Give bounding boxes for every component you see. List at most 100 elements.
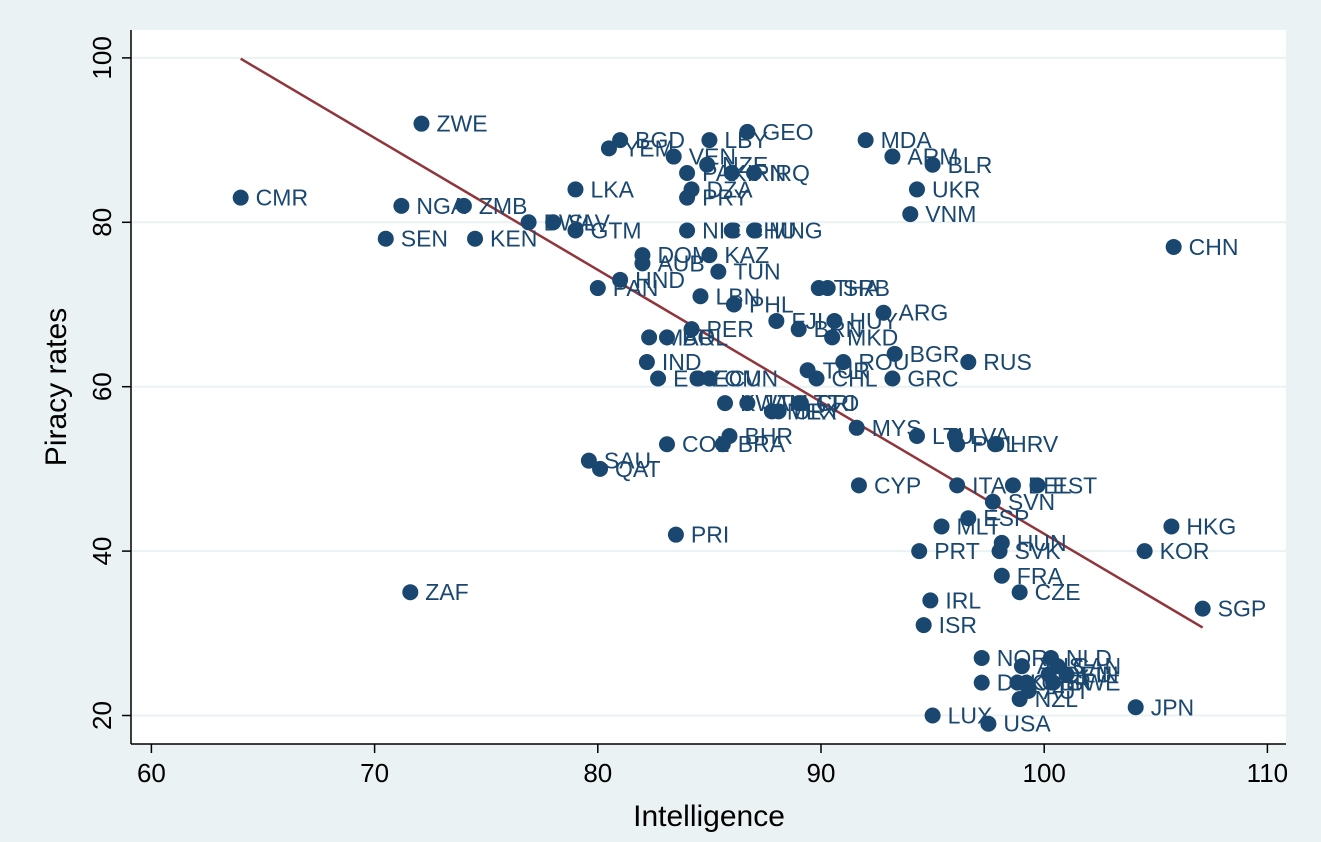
point-label-irq: IRQ (769, 160, 810, 186)
x-tick-label-70: 70 (360, 758, 389, 788)
point-label-cri: CRI (816, 390, 856, 416)
fit-line-group (240, 57, 1204, 629)
point-pak (679, 164, 696, 181)
point-label-slv: SLV (568, 209, 610, 235)
point-label-usa: USA (1003, 711, 1051, 737)
point-geo (739, 123, 756, 140)
point-aus (1013, 658, 1030, 675)
point-cri (792, 395, 809, 412)
point-label-pri: PRI (691, 522, 729, 548)
point-irl (922, 592, 939, 609)
point-label-lka: LKA (590, 176, 634, 202)
point-label-nga: NGA (416, 193, 467, 219)
y-axis-title: Piracy rates (40, 308, 73, 466)
point-label-pry: PRY (702, 185, 749, 211)
x-axis-title: Intelligence (633, 800, 785, 833)
point-bwa (520, 214, 537, 231)
point-lux (924, 707, 941, 724)
point-esp (960, 510, 977, 527)
point-label-ury: URY (794, 398, 842, 424)
point-label-prt: PRT (934, 538, 980, 564)
y-tick-label-60: 60 (87, 372, 117, 401)
y-tick-label-40: 40 (87, 537, 117, 566)
gridlines (131, 56, 1286, 717)
point-pol (949, 436, 966, 453)
point-qat (592, 460, 609, 477)
point-grc (884, 370, 901, 387)
point-label-fji: FJI (791, 308, 823, 334)
point-brn (790, 321, 807, 338)
point-kwt (717, 395, 734, 412)
point-label-mda: MDA (881, 127, 933, 153)
point-egy (650, 370, 667, 387)
point-nze (699, 156, 716, 173)
point-ltu (908, 428, 925, 445)
point-omn (701, 370, 718, 387)
x-tick-label-80: 80 (583, 758, 612, 788)
point-label-kor: KOR (1160, 538, 1210, 564)
point-label-bhr: BHR (744, 423, 793, 449)
point-label-bra: BRA (738, 431, 786, 457)
point-label-hun: HUN (1017, 530, 1067, 556)
point-fin (1058, 666, 1075, 683)
point-kor (1136, 543, 1153, 560)
point-hrv (987, 436, 1004, 453)
point-label-tur: TUR (823, 357, 870, 383)
point-label-brn: BRN (814, 316, 863, 342)
point-ukr (908, 181, 925, 198)
point-jam (739, 395, 756, 412)
point-bel (1004, 477, 1021, 494)
point-label-arg: ARG (898, 300, 948, 326)
point-label-bgr: BGR (910, 341, 960, 367)
point-label-rus: RUS (983, 349, 1032, 375)
point-label-cze: CZE (1035, 579, 1081, 605)
point-mkd (824, 329, 841, 346)
point-label-blr: BLR (948, 152, 993, 178)
point-label-esp: ESP (983, 505, 1029, 531)
point-isr (915, 617, 932, 634)
point-chu (723, 222, 740, 239)
point-label-egy: EGY (673, 365, 722, 391)
point-cmr (232, 189, 249, 206)
point-label-chu: CHU (747, 218, 797, 244)
point-label-ind: IND (662, 349, 702, 375)
point-label-vnm: VNM (925, 201, 976, 227)
point-label-fin: FIN (1082, 661, 1119, 687)
point-vnm (902, 206, 919, 223)
point-hkg (1163, 518, 1180, 535)
point-ita (949, 477, 966, 494)
point-label-hrv: HRV (1010, 431, 1059, 457)
point-label-mng: MNG (769, 218, 823, 244)
axes: 20 40 60 80 100 60 70 80 90 100 110 (87, 30, 1288, 788)
point-label-col: COL (682, 431, 730, 457)
point-label-pak: PAK (702, 160, 747, 186)
point-label-bol: BOL (682, 324, 728, 350)
point-label-lux: LUX (948, 703, 993, 729)
point-label-zaf: ZAF (425, 579, 468, 605)
x-tick-label-100: 100 (1023, 758, 1066, 788)
point-nzl (1011, 691, 1028, 708)
point-lby (701, 132, 718, 149)
point-label-irl: IRL (945, 587, 981, 613)
point-label-tun: TUN (733, 259, 780, 285)
point-label-bwa: BWA (544, 209, 596, 235)
point-bgr (886, 345, 903, 362)
point-label-arm: ARM (907, 144, 958, 170)
point-label-pol: POL (972, 431, 1018, 457)
point-ken (467, 230, 484, 247)
point-chn (1165, 238, 1182, 255)
point-aub (634, 255, 651, 272)
point-zwe (413, 115, 430, 132)
point-nga (393, 197, 410, 214)
point-label-pan: PAN (613, 275, 659, 301)
point-label-jam: JAM (762, 390, 808, 416)
point-label-zwe: ZWE (436, 111, 487, 137)
point-rus (960, 354, 977, 371)
fit-line (240, 57, 1204, 629)
point-label-huy: HUY (849, 308, 898, 334)
point-sau (580, 452, 597, 469)
point-label-lbn: LBN (715, 283, 760, 309)
point-label-mlt: MLT (957, 513, 1001, 539)
